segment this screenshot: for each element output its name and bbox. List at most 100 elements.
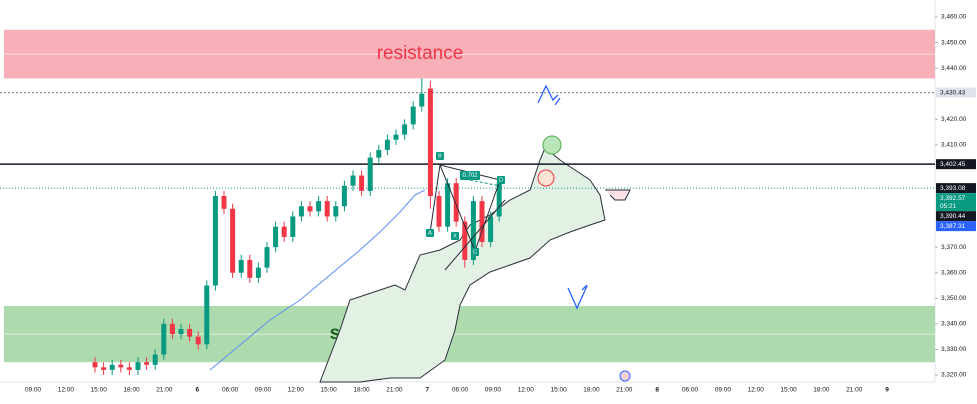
candle-body: [221, 196, 227, 209]
candle-body: [307, 206, 313, 212]
pattern-label: D: [499, 177, 503, 183]
y-tick-label: 3,320.00: [941, 372, 967, 379]
y-tick-label: 3,450.00: [941, 39, 967, 46]
x-tick-label: 15:00: [550, 387, 567, 394]
price-tag-label: 3,393.08: [940, 185, 966, 192]
candle-body: [281, 226, 287, 237]
price-tag: [936, 183, 976, 194]
price-tag-label: 3,390.44: [940, 213, 966, 220]
candle-body: [359, 175, 365, 191]
x-tick-label: 12:00: [748, 387, 765, 394]
candle-body: [204, 285, 210, 345]
candle-body: [109, 364, 115, 370]
x-tick-label: 18:00: [353, 387, 370, 394]
candle-body: [350, 175, 356, 186]
up-arrow: [537, 84, 561, 106]
ratio-tag: [460, 171, 480, 180]
candle-body: [316, 201, 322, 212]
y-tick-label: 3,420.00: [941, 116, 967, 123]
y-tick-label: 3,460.00: [941, 14, 967, 21]
candle-body: [496, 183, 502, 217]
y-tick-label: 3,360.00: [941, 269, 967, 276]
price-tag: [936, 193, 976, 212]
candle-body: [247, 259, 253, 278]
candle-body: [393, 134, 399, 140]
event-flag: [619, 370, 631, 382]
x-tick-label: 21:00: [846, 387, 863, 394]
y-tick-label: 3,410.00: [941, 142, 967, 149]
x-tick-label: 09:00: [715, 387, 732, 394]
y-tick-label: 3,440.00: [941, 65, 967, 72]
y-tick-label: 3,370.00: [941, 244, 967, 251]
price-tag-label: 3,392.57: [940, 195, 966, 202]
x-tick-label: 09:00: [485, 387, 502, 394]
target-circle: [542, 135, 562, 155]
candle-body: [152, 354, 158, 365]
x-tick-label: 15:00: [91, 387, 108, 394]
candle-body: [264, 247, 270, 268]
candle-body: [230, 208, 236, 273]
candle-body: [92, 362, 98, 368]
candle-body: [376, 149, 382, 158]
price-line-tag: [936, 87, 976, 98]
x-tick-label: 18:00: [123, 387, 140, 394]
candle-body: [126, 367, 132, 370]
candle-body: [479, 201, 485, 243]
down-arrow: [567, 284, 588, 310]
x-tick-label: 06:00: [452, 387, 469, 394]
candle-body: [333, 206, 339, 217]
price-tag-label: 3,387.31: [940, 223, 966, 230]
pattern-label: C: [473, 249, 477, 255]
x-tick-label: 9: [885, 387, 889, 394]
x-tick-label: 21:00: [616, 387, 633, 394]
x-tick-label: 6: [195, 387, 199, 394]
candle-body: [419, 93, 425, 107]
y-tick-label: 3,350.00: [941, 295, 967, 302]
candle-body: [324, 201, 330, 217]
candle-body: [195, 336, 201, 345]
candle-body: [445, 183, 451, 227]
cloud: [319, 147, 606, 383]
candle-body: [169, 323, 175, 335]
candle-body: [462, 221, 468, 260]
candle-body: [118, 364, 124, 368]
x-tick-label: 06:00: [682, 387, 699, 394]
x-tick-label: 21:00: [156, 387, 173, 394]
candle-body: [427, 88, 433, 196]
candle-body: [470, 201, 476, 260]
x-tick-label: 06:00: [222, 387, 239, 394]
zone-label: resistance: [377, 43, 464, 64]
x-tick-label: 7: [425, 387, 429, 394]
candle-body: [341, 185, 347, 207]
candle-body: [488, 216, 494, 243]
x-tick-label: 09:00: [255, 387, 272, 394]
x-tick-label: 12:00: [288, 387, 305, 394]
x-tick-label: 09:00: [25, 387, 42, 394]
candle-body: [290, 216, 296, 237]
x-tick-label: 8: [655, 387, 659, 394]
x-tick-label: 15:00: [321, 387, 338, 394]
pattern-tag: [436, 152, 444, 160]
x-tick-label: 18:00: [583, 387, 600, 394]
x-tick-label: 18:00: [813, 387, 830, 394]
candle-body: [436, 196, 442, 227]
y-tick-label: 3,340.00: [941, 321, 967, 328]
candle-body: [144, 362, 150, 365]
pattern-tag: [451, 232, 459, 240]
pattern-label: X: [453, 233, 457, 239]
x-tick-label: 15:00: [780, 387, 797, 394]
pattern-label: B: [438, 153, 442, 159]
x-tick-label: 21:00: [386, 387, 403, 394]
price-line-tag: [936, 159, 976, 170]
pattern-tag: [471, 248, 479, 256]
candle-body: [453, 183, 459, 222]
candle-body: [135, 362, 141, 370]
x-tick-label: 12:00: [58, 387, 75, 394]
y-tick-label: 3,330.00: [941, 346, 967, 353]
candle-body: [273, 226, 279, 248]
candle-body: [187, 328, 193, 337]
pattern-tag: [497, 176, 505, 184]
price-line-label: 3,402.45: [940, 161, 966, 168]
candle-body: [238, 259, 244, 273]
